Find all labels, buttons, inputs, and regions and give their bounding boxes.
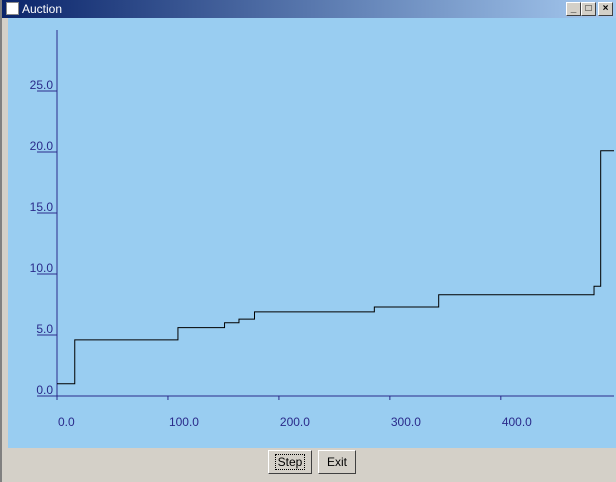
chart: 0.0 5.0 10.0 15.0 20.0 25.0 0.0 100.0 200.0 300.0…: [8, 18, 616, 448]
y-tick-label: 25.0: [30, 78, 54, 92]
x-tick-label: 0.0: [58, 415, 75, 429]
window-title: Auction: [22, 2, 63, 16]
plot-background: [8, 18, 616, 448]
x-tick-label: 200.0: [280, 415, 310, 429]
button-label: Step: [274, 454, 306, 470]
button-label: Exit: [326, 455, 347, 469]
step-line: [57, 150, 614, 385]
y-tick-label: 20.0: [30, 139, 54, 153]
y-tick-label: 10.0: [30, 261, 54, 275]
x-tick-label: 400.0: [502, 415, 532, 429]
x-tick-label: 100.0: [169, 415, 199, 429]
y-tick-label: 15.0: [30, 200, 54, 214]
minimize-button[interactable]: _: [566, 2, 581, 16]
close-button[interactable]: ×: [598, 2, 613, 16]
exit-button[interactable]: Exit: [318, 450, 356, 474]
maximize-button[interactable]: □: [581, 2, 596, 16]
step-button[interactable]: Step: [268, 450, 312, 474]
y-tick-label: 0.0: [36, 383, 53, 397]
y-tick-label: 5.0: [36, 322, 53, 336]
x-tick-label: 300.0: [391, 415, 421, 429]
app-icon: [6, 2, 19, 15]
title-bar: Auction _ □ ×: [2, 0, 616, 18]
